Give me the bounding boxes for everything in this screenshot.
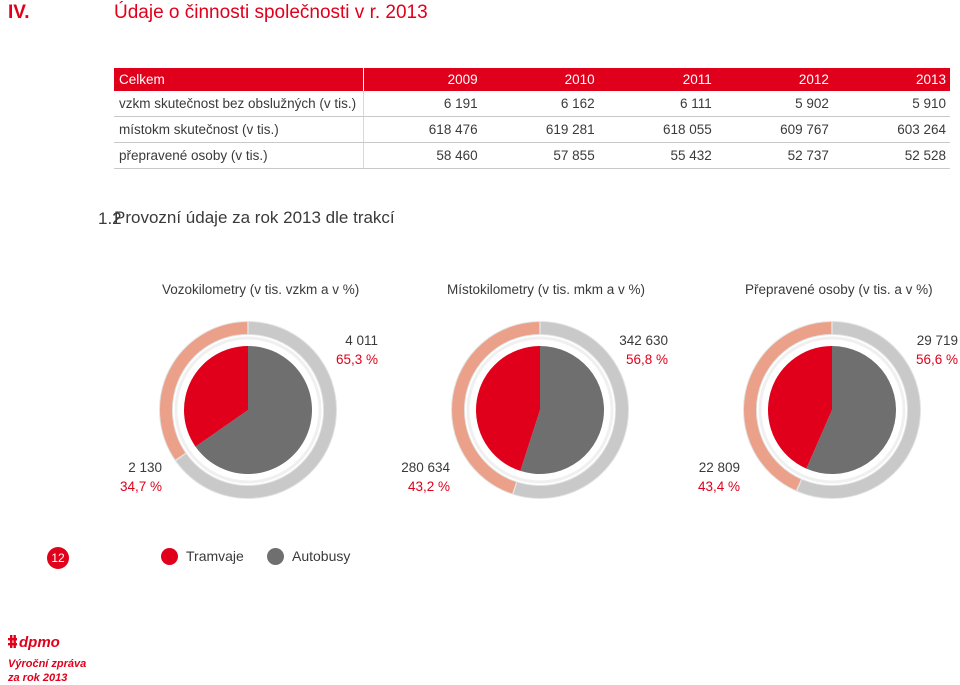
table-header-year: 2010 bbox=[481, 68, 599, 91]
table-cell: 6 191 bbox=[362, 91, 482, 117]
tram-ring-arc bbox=[744, 322, 832, 491]
table-cell: 6 111 bbox=[598, 91, 716, 117]
tram-slice bbox=[475, 346, 540, 471]
table-header-year: 2009 bbox=[362, 68, 482, 91]
bus-value-label: 342 630 bbox=[619, 333, 668, 348]
table-header-year: 2013 bbox=[832, 68, 950, 91]
table-cell: 619 281 bbox=[481, 116, 599, 143]
row-label: přepravené osoby (v tis.) bbox=[114, 142, 364, 169]
pie-charts-canvas bbox=[159, 321, 921, 499]
pie-chart-mistokilometry bbox=[451, 321, 629, 499]
row-label: místokm skutečnost (v tis.) bbox=[114, 116, 364, 143]
tram-value-label: 2 130 bbox=[128, 460, 162, 475]
tram-value-label: 280 634 bbox=[401, 460, 450, 475]
pie-chart-vozokilometry bbox=[159, 321, 337, 499]
chapter-number: IV. bbox=[8, 2, 30, 23]
bus-value-label: 29 719 bbox=[916, 333, 958, 348]
tram-value-label: 22 809 bbox=[698, 460, 740, 475]
report-line-2: za rok 2013 bbox=[8, 672, 68, 684]
table-cell: 52 737 bbox=[715, 142, 833, 169]
legend-tram-label: Tramvaje bbox=[186, 548, 244, 564]
tram-percent-label: 43,2 % bbox=[407, 479, 450, 494]
table-cell: 609 767 bbox=[715, 116, 833, 143]
chart-title-prepravene-osoby: Přepravené osoby (v tis. a v %) bbox=[745, 282, 933, 297]
legend-bus-swatch bbox=[267, 548, 284, 565]
bus-ring-arc bbox=[513, 322, 628, 498]
bus-percent-label: 65,3 % bbox=[335, 352, 378, 367]
report-caption: Výroční zpráva za rok 2013 bbox=[8, 657, 86, 685]
pie-chart-prepravene-osoby bbox=[743, 321, 921, 499]
bus-slice bbox=[806, 346, 896, 474]
bus-percent-label: 56,8 % bbox=[625, 352, 668, 367]
table-cell: 57 855 bbox=[481, 142, 599, 169]
legend-bus-label: Autobusy bbox=[292, 548, 351, 564]
bus-value-label: 4 011 bbox=[345, 333, 378, 348]
table-header-year: 2011 bbox=[598, 68, 716, 91]
table-row: přepravené osoby (v tis.) 58 460 57 855 … bbox=[114, 142, 950, 169]
tram-slice bbox=[183, 346, 248, 447]
logo-text: dpmo bbox=[19, 634, 60, 651]
summary-table: Celkem 2009 2010 2011 2012 2013 vzkm sku… bbox=[114, 68, 950, 169]
inner-ring bbox=[174, 336, 322, 484]
table-cell: 618 476 bbox=[362, 116, 482, 143]
row-label: vzkm skutečnost bez obslužných (v tis.) bbox=[114, 91, 364, 117]
table-cell: 52 528 bbox=[832, 142, 950, 169]
table-header-row: Celkem 2009 2010 2011 2012 2013 bbox=[114, 68, 950, 91]
bus-slice bbox=[520, 346, 604, 474]
page-title: Údaje o činnosti společnosti v r. 2013 bbox=[114, 2, 428, 23]
table-cell: 6 162 bbox=[481, 91, 599, 117]
table-cell: 603 264 bbox=[832, 116, 950, 143]
tram-ring-arc bbox=[452, 322, 540, 494]
table-row: místokm skutečnost (v tis.) 618 476 619 … bbox=[114, 116, 950, 143]
dpmo-logo: dpmo bbox=[8, 633, 78, 656]
chart-title-mistokilometry: Místokilometry (v tis. mkm a v %) bbox=[447, 282, 646, 297]
section-number: 1.2 bbox=[98, 209, 122, 228]
bus-ring-arc bbox=[176, 322, 336, 498]
section-title: Provozní údaje za rok 2013 dle trakcí bbox=[114, 208, 395, 227]
table-cell: 618 055 bbox=[598, 116, 716, 143]
bus-percent-label: 56,6 % bbox=[915, 352, 958, 367]
table-cell: 5 910 bbox=[832, 91, 950, 117]
tram-percent-label: 43,4 % bbox=[697, 479, 740, 494]
tram-slice bbox=[768, 346, 832, 469]
dpmo-logo-graphic: dpmo bbox=[8, 634, 60, 651]
report-line-1: Výroční zpráva bbox=[8, 658, 87, 670]
legend-tram-swatch bbox=[161, 548, 178, 565]
table-row: vzkm skutečnost bez obslužných (v tis.) … bbox=[114, 91, 950, 117]
table-header-year: 2012 bbox=[715, 68, 833, 91]
chart-title-vozokilometry: Vozokilometry (v tis. vzkm a v %) bbox=[162, 282, 360, 297]
table-cell: 55 432 bbox=[598, 142, 716, 169]
bus-slice bbox=[195, 346, 313, 474]
table-cell: 58 460 bbox=[362, 142, 482, 169]
table-header-label: Celkem bbox=[114, 68, 364, 91]
bus-ring-arc bbox=[797, 322, 920, 498]
inner-ring bbox=[758, 336, 906, 484]
table-cell: 5 902 bbox=[715, 91, 833, 117]
inner-ring bbox=[466, 336, 614, 484]
page-number-badge: 12 bbox=[47, 547, 69, 569]
tram-percent-label: 34,7 % bbox=[119, 479, 162, 494]
tram-ring-arc bbox=[160, 322, 248, 460]
